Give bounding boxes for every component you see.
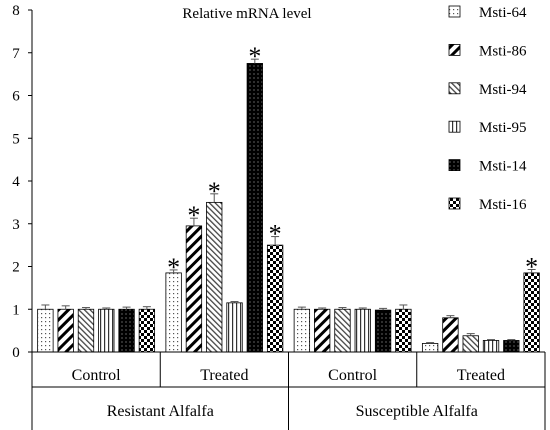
bar-msti-95 [226, 302, 243, 353]
legend-swatch-msti-95 [448, 120, 461, 133]
y-tick-label: 1 [12, 302, 20, 318]
bar-msti-64 [37, 308, 54, 353]
bar-msti-86 [57, 308, 74, 353]
significance-asterisk: * [208, 177, 221, 206]
legend-label: Msti-95 [479, 120, 527, 136]
legend-swatch-msti-94 [448, 82, 461, 95]
bar-msti-94 [334, 308, 351, 353]
legend-label: Msti-14 [479, 159, 527, 175]
bar-msti-64 [165, 272, 182, 353]
significance-asterisk: * [187, 201, 200, 230]
bar-msti-86 [442, 317, 459, 353]
y-tick-label: 4 [12, 174, 20, 190]
legend-label: Msti-16 [479, 197, 527, 213]
bar-msti-14 [118, 308, 135, 353]
bar-msti-94 [462, 335, 479, 353]
bar-msti-16 [395, 308, 412, 353]
y-tick-label: 5 [12, 131, 20, 147]
significance-asterisk: * [248, 42, 261, 71]
bar-msti-64 [293, 308, 311, 353]
bar-msti-14 [246, 63, 263, 353]
legend-swatch-msti-14 [448, 159, 461, 172]
condition-label: Control [72, 367, 121, 384]
group-label: Resistant Alfalfa [107, 403, 214, 420]
legend-label: Msti-86 [479, 43, 527, 59]
y-tick-label: 8 [12, 3, 20, 19]
bar-msti-14 [503, 340, 520, 353]
y-tick-label: 0 [12, 345, 20, 361]
bar-msti-95 [482, 340, 500, 353]
bar-msti-16 [266, 244, 284, 353]
group-label: Susceptible Alfalfa [356, 403, 478, 420]
bar-msti-16 [138, 308, 156, 353]
legend-label: Msti-64 [479, 5, 527, 21]
significance-asterisk: * [167, 253, 180, 282]
significance-asterisk: * [525, 252, 538, 281]
y-tick-label: 7 [12, 46, 20, 62]
legend-label: Msti-94 [479, 82, 527, 98]
chart-title: Relative mRNA level [182, 6, 311, 22]
bar-msti-95 [98, 308, 115, 353]
condition-label: Control [328, 367, 377, 384]
bar-msti-16 [523, 272, 540, 353]
bar-msti-64 [421, 343, 439, 353]
bar-msti-94 [206, 201, 223, 353]
significance-asterisk: * [269, 220, 282, 249]
y-tick-label: 6 [12, 89, 20, 105]
bar-msti-86 [185, 225, 203, 353]
y-tick-label: 3 [12, 217, 20, 233]
legend-swatch-msti-86 [448, 44, 461, 56]
condition-label: Treated [200, 367, 248, 384]
bar-msti-14 [374, 309, 392, 353]
legend-swatch-msti-64 [448, 5, 461, 18]
legend-swatch-msti-16 [448, 197, 461, 210]
bar-msti-86 [314, 308, 331, 353]
bar-msti-95 [354, 308, 371, 353]
y-tick-label: 2 [12, 260, 20, 276]
bar-msti-94 [77, 308, 95, 353]
condition-label: Treated [457, 367, 505, 384]
